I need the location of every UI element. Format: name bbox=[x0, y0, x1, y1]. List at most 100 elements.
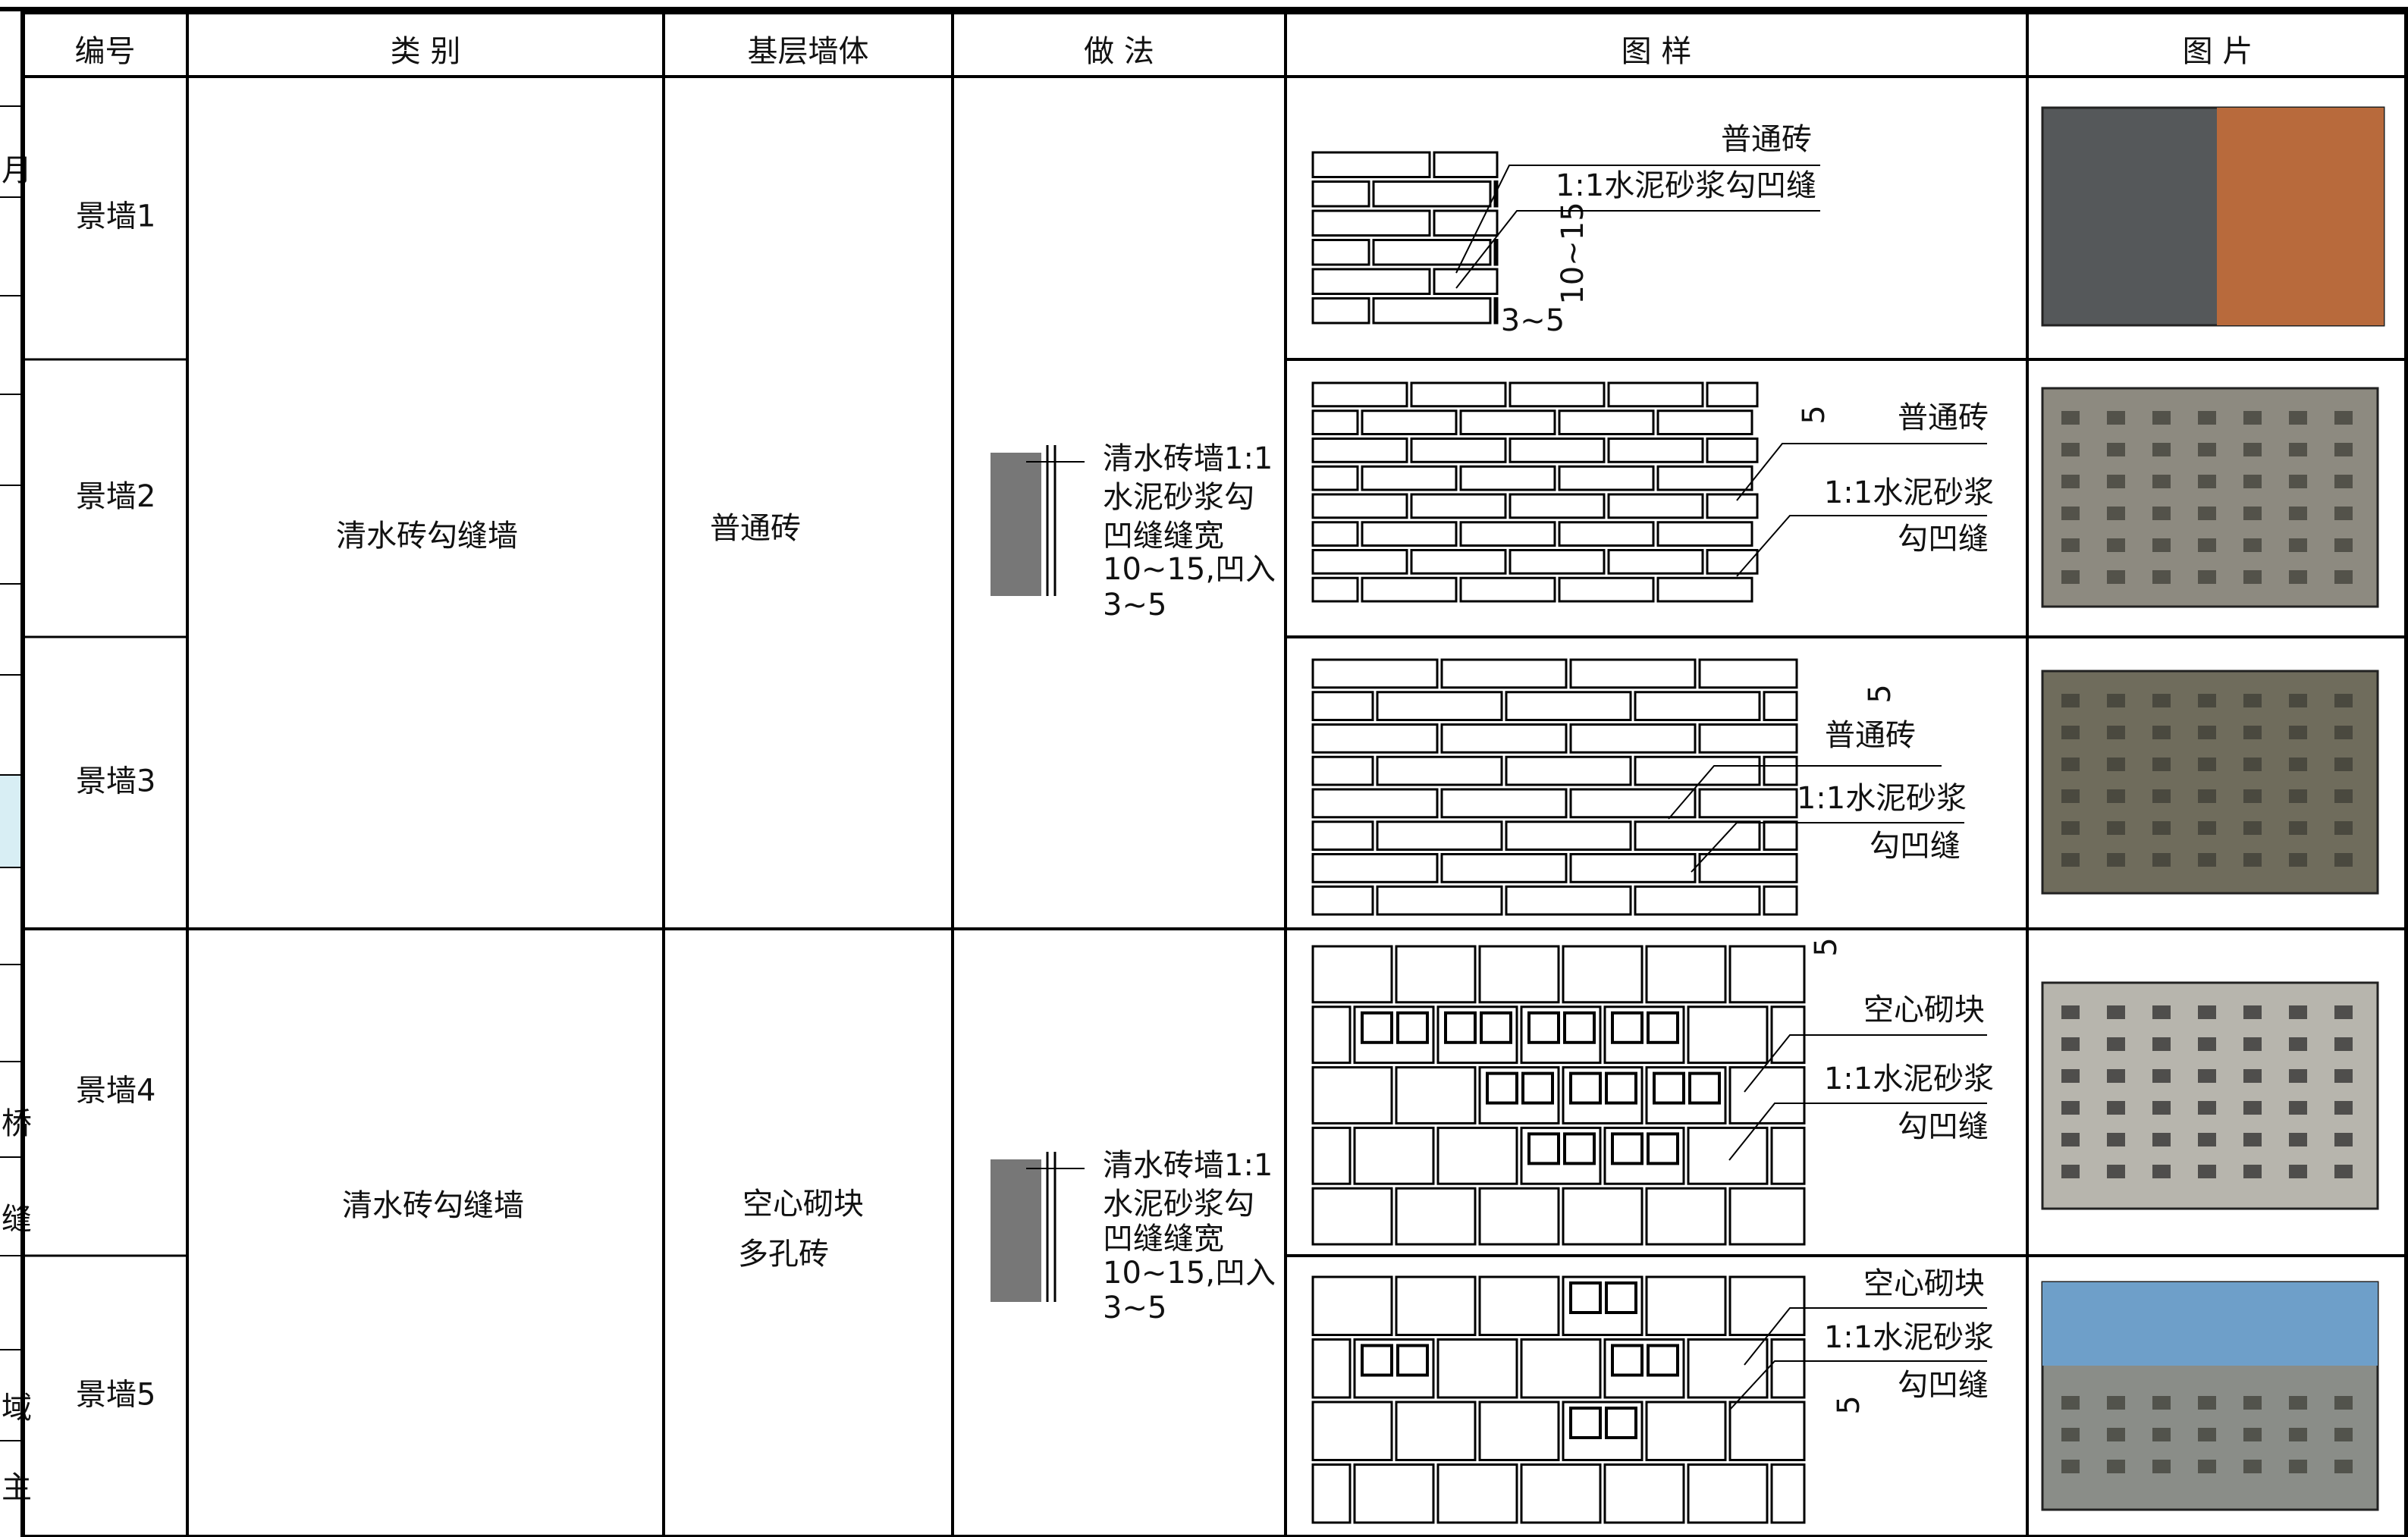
category: 清水砖勾缝墙 bbox=[342, 1188, 524, 1223]
category: 清水砖勾缝墙 bbox=[336, 519, 518, 554]
photo-detail bbox=[2107, 1133, 2125, 1146]
photo-detail bbox=[2107, 443, 2125, 456]
photo-detail bbox=[2152, 411, 2171, 425]
brick bbox=[1569, 853, 1697, 883]
photo-detail bbox=[2198, 570, 2216, 584]
photo-detail bbox=[2198, 1005, 2216, 1019]
brick-hole bbox=[1688, 1071, 1721, 1105]
photo-detail bbox=[2243, 758, 2262, 771]
photo-detail bbox=[2152, 1037, 2171, 1051]
brick bbox=[1376, 885, 1503, 916]
brick bbox=[1607, 381, 1704, 408]
brick bbox=[1311, 658, 1439, 689]
leader-line bbox=[1744, 1034, 1987, 1093]
photo-detail bbox=[2152, 1005, 2171, 1019]
brick bbox=[1687, 1463, 1769, 1524]
photo-detail bbox=[2334, 1428, 2353, 1441]
photo-detail bbox=[2152, 789, 2171, 803]
brick bbox=[1634, 755, 1761, 786]
header-cell: 基层墙体 bbox=[748, 34, 869, 69]
photo-detail bbox=[2334, 1037, 2353, 1051]
brick bbox=[1311, 853, 1439, 883]
drawing-label: 5 bbox=[1863, 684, 1898, 703]
brick-hole bbox=[1569, 1407, 1602, 1439]
brick bbox=[1687, 1338, 1769, 1399]
method-line: 水泥砂浆勾 bbox=[1103, 480, 1254, 515]
photo-detail bbox=[2243, 1165, 2262, 1178]
photo-detail bbox=[2289, 694, 2307, 707]
photo-detail bbox=[2243, 538, 2262, 552]
brick bbox=[1311, 1275, 1393, 1336]
photo-detail bbox=[2107, 853, 2125, 867]
brick-hole bbox=[1527, 1132, 1560, 1165]
brick bbox=[1436, 1126, 1518, 1185]
brick-hole bbox=[1396, 1011, 1429, 1044]
photo-detail bbox=[2152, 1460, 2171, 1473]
brick bbox=[1763, 820, 1798, 851]
photo-detail bbox=[2152, 443, 2171, 456]
brick bbox=[1603, 1463, 1685, 1524]
photo-detail bbox=[2152, 570, 2171, 584]
photo-detail bbox=[2334, 726, 2353, 739]
photo-detail bbox=[2243, 1428, 2262, 1441]
brick-hole bbox=[1605, 1407, 1637, 1439]
base-wall: 多孔砖 bbox=[738, 1237, 829, 1272]
photo-detail bbox=[2198, 1133, 2216, 1146]
brick bbox=[1706, 493, 1759, 519]
photo-detail bbox=[2107, 570, 2125, 584]
brick bbox=[1509, 493, 1606, 519]
brick bbox=[1311, 820, 1374, 851]
photo-detail bbox=[2243, 694, 2262, 707]
brick bbox=[1493, 297, 1499, 325]
brick bbox=[1728, 1401, 1806, 1461]
brick bbox=[1311, 493, 1408, 519]
brick bbox=[1562, 945, 1644, 1004]
photo-detail bbox=[2289, 1069, 2307, 1083]
photo-detail bbox=[2334, 1101, 2353, 1115]
drawing-label: 1:1水泥砂浆 bbox=[1797, 781, 1967, 816]
brick bbox=[1395, 1066, 1477, 1125]
brick-hole bbox=[1569, 1071, 1602, 1105]
photo-detail bbox=[2289, 1428, 2307, 1441]
photo-detail bbox=[2061, 1101, 2080, 1115]
photo-detail bbox=[2334, 758, 2353, 771]
brick bbox=[1311, 755, 1374, 786]
drawing-label: 普通砖 bbox=[1898, 400, 1989, 435]
brick bbox=[1311, 945, 1393, 1004]
photo-detail bbox=[2107, 1165, 2125, 1178]
brick-hole bbox=[1396, 1344, 1429, 1377]
header-cell: 类 别 bbox=[391, 34, 461, 69]
side-tab: 月 bbox=[2, 153, 32, 188]
brick-hole bbox=[1480, 1011, 1512, 1044]
photo-detail bbox=[2061, 1133, 2080, 1146]
brick bbox=[1410, 438, 1507, 463]
brick bbox=[1372, 239, 1492, 266]
photo-detail bbox=[2061, 726, 2080, 739]
photo-detail bbox=[2061, 443, 2080, 456]
row-id: 景墙4 bbox=[76, 1074, 155, 1109]
brick bbox=[1372, 297, 1492, 325]
drawing-label: 空心砌块 bbox=[1863, 993, 1985, 1027]
brick bbox=[1645, 945, 1727, 1004]
photo-detail bbox=[2152, 1428, 2171, 1441]
brick bbox=[1656, 465, 1753, 491]
photo-detail bbox=[2107, 726, 2125, 739]
brick bbox=[1311, 209, 1431, 237]
brick-hole bbox=[1361, 1344, 1393, 1377]
photo-detail bbox=[2061, 1037, 2080, 1051]
brick bbox=[1395, 1401, 1477, 1461]
row-id: 景墙3 bbox=[76, 764, 155, 799]
photo-detail bbox=[2334, 570, 2353, 584]
brick bbox=[1410, 493, 1507, 519]
drawing-label: 空心砌块 bbox=[1863, 1266, 1985, 1301]
photo-detail bbox=[2061, 758, 2080, 771]
brick bbox=[1311, 409, 1359, 435]
brick bbox=[1687, 1005, 1769, 1065]
brick bbox=[1505, 691, 1632, 721]
brick bbox=[1478, 1401, 1560, 1461]
photo-detail bbox=[2289, 1165, 2307, 1178]
drawing-label: 普通砖 bbox=[1721, 122, 1812, 157]
brick bbox=[1770, 1338, 1806, 1399]
photo-detail bbox=[2152, 1165, 2171, 1178]
